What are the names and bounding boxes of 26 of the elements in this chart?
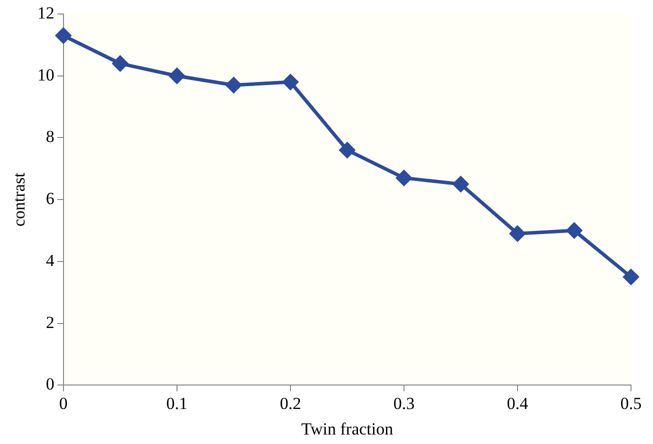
x-tick-label: 0.3 (393, 394, 415, 413)
point (452, 176, 468, 192)
y-tick-label: 6 (46, 189, 54, 208)
y-tick-label: 2 (46, 312, 54, 332)
y-tick-label: 8 (46, 127, 54, 146)
x-tick-label: 0.1 (166, 394, 188, 413)
point (566, 222, 582, 238)
y-tick-label: 0 (46, 374, 54, 394)
x-axis-title: Twin fraction (301, 419, 394, 438)
x-tick-label: 0.5 (620, 394, 642, 413)
x-tick-label: 0.2 (280, 394, 302, 413)
y-axis-title: contrast (10, 172, 29, 227)
point (226, 77, 242, 93)
point (396, 170, 412, 186)
x-tick-label: 0.4 (506, 394, 529, 413)
point (56, 28, 72, 44)
point (112, 56, 128, 72)
x-tick-label: 0 (59, 394, 68, 413)
point (623, 269, 639, 285)
point (510, 226, 526, 242)
y-tick-label: 10 (37, 65, 54, 84)
point (339, 142, 355, 158)
point (169, 68, 185, 84)
y-tick-label: 4 (46, 250, 55, 270)
y-tick-label: 12 (37, 3, 54, 22)
point (282, 74, 298, 90)
